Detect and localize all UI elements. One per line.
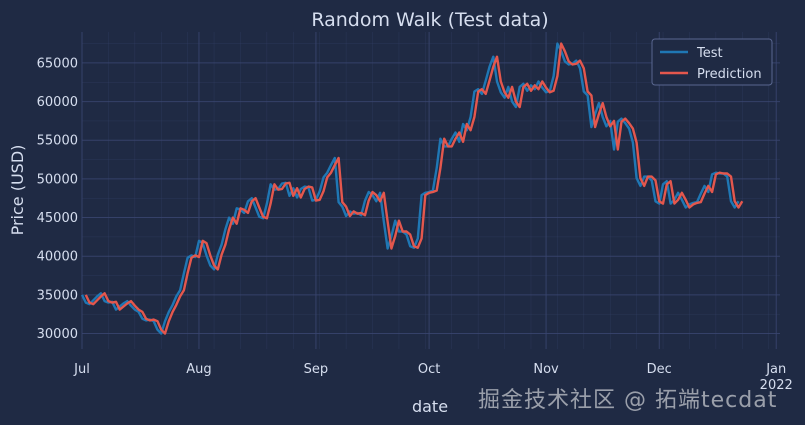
legend-label-test: Test (696, 46, 723, 61)
x-axis-label: date (412, 397, 448, 416)
watermark: 掘金技术社区 @ 拓端tecdat (478, 388, 778, 413)
y-tick-label: 65000 (37, 56, 78, 71)
x-tick-label: Nov (533, 362, 559, 377)
y-tick-label: 50000 (37, 172, 78, 187)
y-tick-label: 55000 (37, 134, 78, 149)
y-tick-label: 30000 (37, 327, 78, 342)
y-axis-label: Price (USD) (8, 145, 27, 236)
x-tick-sublabel: 2022 (760, 378, 793, 393)
chart-title: Random Walk (Test data) (311, 9, 548, 31)
y-tick-label: 45000 (37, 211, 78, 226)
series-lines (80, 42, 744, 335)
y-tick-label: 40000 (37, 250, 78, 265)
x-tick-label: Dec (647, 362, 672, 377)
legend: Test Prediction (651, 38, 773, 86)
series-line-test (80, 42, 740, 335)
series-line-prediction (84, 42, 744, 335)
x-tick-label: Oct (418, 362, 440, 377)
legend-label-prediction: Prediction (697, 67, 762, 82)
x-tick-label: Jul (73, 362, 90, 377)
x-tick-label: Sep (304, 362, 329, 377)
grid-lines (81, 32, 780, 349)
x-tick-label: Jan (765, 362, 786, 377)
y-tick-label: 60000 (37, 95, 78, 110)
y-tick-labels: 30000 35000 40000 45000 50000 55000 60000 65000 (37, 56, 78, 342)
y-tick-label: 35000 (37, 288, 78, 303)
x-tick-label: Aug (186, 362, 211, 377)
